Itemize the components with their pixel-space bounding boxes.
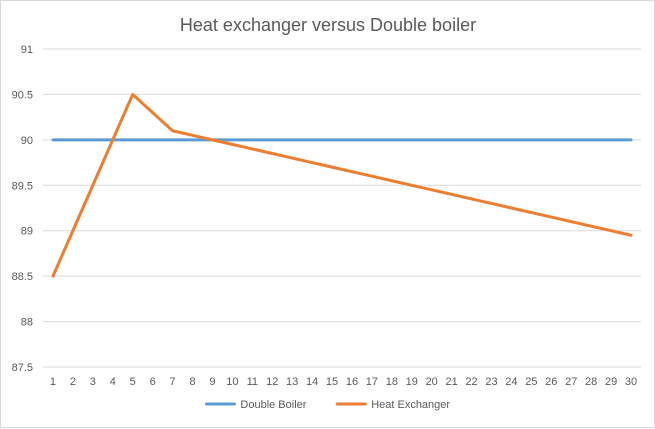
x-tick-label: 23 xyxy=(485,376,497,388)
x-tick-label: 25 xyxy=(525,376,537,388)
y-tick-label: 89.5 xyxy=(12,180,33,192)
x-tick-label: 21 xyxy=(446,376,458,388)
y-tick-label: 88.5 xyxy=(12,271,33,283)
x-tick-label: 20 xyxy=(426,376,438,388)
x-tick-label: 27 xyxy=(565,376,577,388)
x-tick-label: 10 xyxy=(226,376,238,388)
legend-label-double-boiler: Double Boiler xyxy=(240,399,306,411)
x-tick-label: 22 xyxy=(465,376,477,388)
y-tick-label: 88 xyxy=(21,317,33,329)
x-tick-label: 26 xyxy=(545,376,557,388)
x-tick-label: 24 xyxy=(505,376,517,388)
series-line-heat-exchanger xyxy=(51,92,633,278)
chart-title: Heat exchanger versus Double boiler xyxy=(180,15,476,35)
x-tick-label: 13 xyxy=(286,376,298,388)
x-tick-label: 16 xyxy=(346,376,358,388)
x-tick-label: 19 xyxy=(406,376,418,388)
y-tick-label: 91 xyxy=(21,44,33,56)
x-tick-label: 29 xyxy=(605,376,617,388)
x-tick-label: 9 xyxy=(209,376,215,388)
y-tick-label: 87.5 xyxy=(12,362,33,374)
x-tick-label: 12 xyxy=(266,376,278,388)
x-tick-label: 14 xyxy=(306,376,318,388)
x-tick-label: 1 xyxy=(50,376,56,388)
x-tick-label: 5 xyxy=(130,376,136,388)
legend: Double Boiler Heat Exchanger xyxy=(204,399,450,411)
x-tick-label: 15 xyxy=(326,376,338,388)
x-tick-label: 4 xyxy=(110,376,116,388)
y-tick-label: 90.5 xyxy=(12,89,33,101)
x-tick-label: 3 xyxy=(90,376,96,388)
x-tick-label: 8 xyxy=(189,376,195,388)
x-tick-label: 28 xyxy=(585,376,597,388)
x-tick-label: 17 xyxy=(366,376,378,388)
x-tick-label: 6 xyxy=(150,376,156,388)
y-tick-label: 89 xyxy=(21,226,33,238)
y-axis-ticks: 87.5 88 88.5 89 89.5 90 90.5 91 xyxy=(12,44,33,374)
series-lines xyxy=(51,92,633,278)
y-tick-label: 90 xyxy=(21,135,33,147)
legend-label-heat-exchanger: Heat Exchanger xyxy=(371,399,450,411)
x-tick-label: 2 xyxy=(70,376,76,388)
x-tick-label: 7 xyxy=(170,376,176,388)
x-axis-ticks: 1 2 3 4 5 6 7 8 9 10 11 12 13 14 15 16 17 18 19 20 21 22 23 24 2… xyxy=(50,376,637,388)
x-tick-label: 18 xyxy=(386,376,398,388)
gridlines xyxy=(43,48,641,323)
x-tick-label: 11 xyxy=(247,376,258,388)
x-tick-label: 30 xyxy=(625,376,637,388)
